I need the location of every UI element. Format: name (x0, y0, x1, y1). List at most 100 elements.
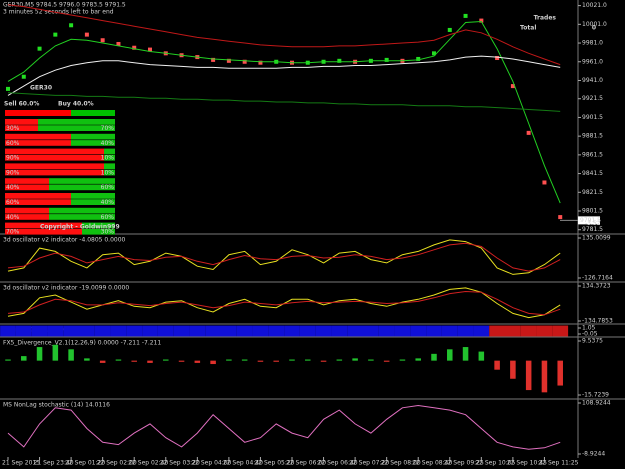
buy-pct: 10% (101, 155, 115, 162)
bar (173, 325, 190, 337)
series-line (7, 290, 561, 316)
candle (6, 86, 10, 91)
delta-label: -3.52 (585, 220, 601, 227)
buy-pct: 10% (101, 169, 115, 176)
x-tick-label: 22 Sep 02:40 (128, 460, 168, 467)
x-tick-label: 22 Sep 03:20 (160, 460, 200, 467)
sell-pct: 90% (6, 169, 20, 176)
bar (383, 360, 390, 362)
series-line (7, 242, 561, 272)
bar (5, 359, 11, 361)
bar (520, 325, 537, 337)
y-tick-label: 1.05 (582, 325, 596, 332)
bar (525, 360, 532, 391)
bar (347, 325, 363, 337)
x-tick-label: 22 Sep 04:40 (223, 460, 263, 467)
x-tick-label: 21 Sep 23:40 (34, 460, 74, 467)
bar (426, 325, 442, 337)
sell-pct: 90% (6, 155, 20, 162)
bar (131, 360, 137, 362)
x-tick-label: 22 Sep 07:20 (349, 460, 389, 467)
bar (157, 325, 174, 337)
bar (478, 351, 485, 361)
buy-label: Buy 40.0% (58, 101, 94, 108)
y-tick-label: 9921.5 (582, 95, 603, 102)
last-price-tag (578, 216, 600, 225)
bar (110, 325, 127, 337)
bar (399, 359, 406, 361)
copyright: Copyright - Goldwin999 (40, 224, 120, 231)
y-tick-label: 9781.5 (582, 226, 603, 233)
bar (68, 349, 74, 361)
bar (336, 359, 343, 361)
bar (241, 359, 248, 361)
bar (205, 325, 221, 337)
y-tick-label: 9821.5 (582, 189, 603, 196)
bar (52, 344, 59, 361)
last-price-label: 9791.5 (580, 217, 601, 224)
series-line (7, 55, 561, 96)
panel-title: MS NonLag stochastic (14) 14.0116 (3, 402, 110, 409)
candle (84, 32, 89, 37)
bar (447, 349, 453, 361)
x-tick-label: 22 Sep 08:00 (381, 460, 421, 467)
bar (126, 325, 143, 337)
sell-pct: 70% (6, 229, 20, 236)
bar (236, 325, 253, 337)
bar (494, 360, 500, 370)
buy-pct: 30% (101, 229, 115, 236)
bar (462, 347, 469, 361)
candle (495, 56, 500, 61)
bar (226, 359, 232, 361)
candle (447, 27, 452, 32)
bar (178, 360, 185, 362)
trades-total: 0 (592, 25, 596, 32)
y-tick-label: 9841.5 (582, 170, 603, 177)
bar (352, 358, 358, 361)
x-tick-label: 22 Sep 04:00 (191, 460, 231, 467)
bar (94, 325, 111, 337)
candle (510, 84, 515, 89)
series-line (7, 20, 561, 204)
y-tick-label: 10001.0 (582, 21, 607, 28)
y-tick-label: -134.7853 (582, 318, 613, 325)
series-line (7, 92, 561, 112)
y-tick-label: 135.0099 (582, 235, 611, 242)
bar (557, 360, 563, 386)
bar (47, 325, 64, 337)
bar (536, 325, 553, 337)
bar (289, 359, 295, 361)
sell-pct: 60% (6, 140, 20, 147)
bar (305, 359, 311, 361)
summary-bar-sell (5, 110, 71, 116)
y-tick-label: 9801.5 (582, 208, 603, 215)
x-tick-label: 22 Sep 01:20 (65, 460, 105, 467)
y-tick-label: 9.5375 (582, 338, 603, 345)
candle (132, 45, 137, 50)
panel-title: FX5_Divergence_V2.1(12,26,9) 0.0000 -7.2… (3, 340, 161, 347)
bar (273, 360, 279, 362)
bar (441, 325, 458, 337)
panel-title: 3d oscillator v2 indicator -19.0099 0.00… (3, 285, 129, 292)
bar (315, 325, 332, 337)
candle (526, 130, 531, 135)
candle (542, 180, 547, 185)
bar (363, 325, 379, 337)
bar (252, 325, 269, 337)
bar (552, 325, 569, 337)
candle (242, 59, 247, 64)
panel-subtitle: 3 minutes 52 seconds left to bar end (3, 9, 114, 16)
bar (36, 347, 43, 361)
candle (432, 51, 436, 56)
candle (558, 215, 563, 220)
sell-pct: 40% (6, 184, 20, 191)
bar (21, 356, 27, 361)
candle (211, 57, 216, 62)
bar (489, 325, 505, 337)
y-tick-label: 9961.0 (582, 58, 603, 65)
buy-pct: 60% (101, 214, 115, 221)
bar (457, 325, 474, 337)
bar (79, 325, 95, 337)
x-tick-label: 22 Sep 09:25 (444, 460, 484, 467)
